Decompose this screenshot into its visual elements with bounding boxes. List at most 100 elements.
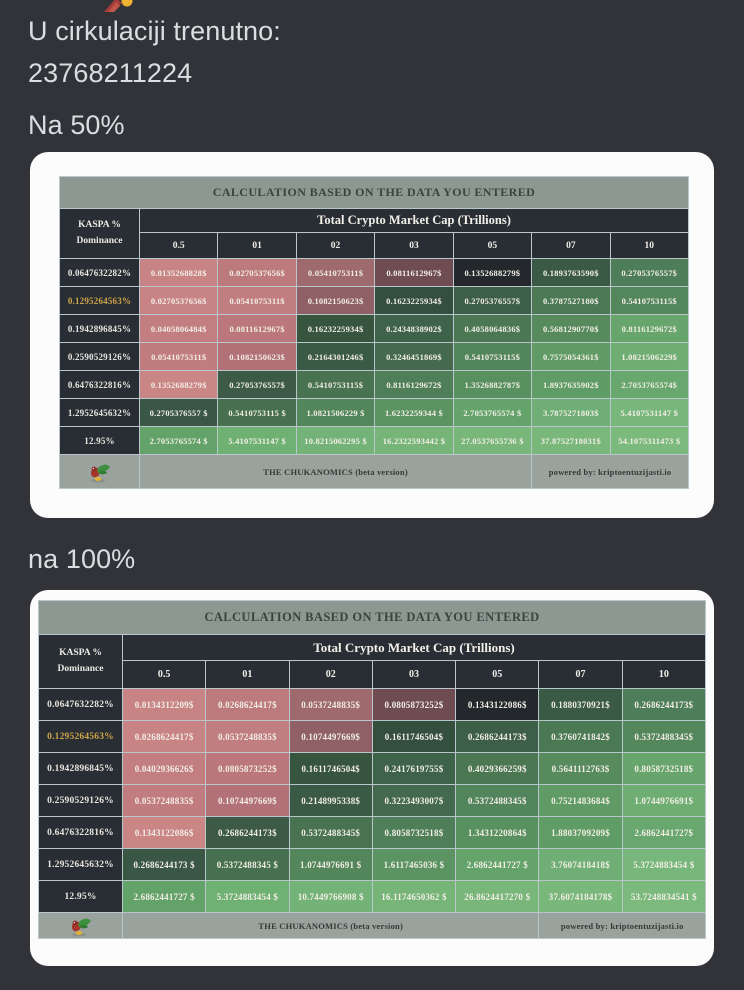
- column-header: 01: [217, 232, 297, 259]
- column-header: 0.5: [121, 660, 207, 689]
- column-header: 07: [538, 660, 623, 689]
- dominance-cell: 0.1295264563%: [59, 286, 140, 315]
- price-cell: 10.7449766908 $: [288, 880, 373, 913]
- price-cell: 26.8624417270 $: [455, 880, 540, 913]
- dominance-cell: 0.1295264563%: [38, 720, 123, 753]
- price-cell: 0.2686244173$: [621, 688, 707, 721]
- column-header: 05: [455, 660, 540, 689]
- price-cell: 0.5372488345$: [621, 720, 707, 753]
- price-cell: 0.0811612967$: [374, 258, 454, 287]
- price-cell: 16.2322593442 $: [374, 426, 454, 455]
- price-cell: 0.4058064836$: [452, 314, 533, 343]
- column-header: 02: [295, 232, 376, 259]
- price-cell: 0.8058732518$: [621, 752, 707, 785]
- table-row: 0.6476322816% 0.1352688279$ 0.2705376557$ 0…: [59, 370, 690, 399]
- dominance-cell: 1.2952645632%: [59, 398, 140, 427]
- price-cell: 2.7053765574 $: [138, 426, 219, 455]
- price-cell: 0.2705376557$: [609, 258, 690, 287]
- logo-cell: [59, 454, 140, 489]
- price-cell: 0.5410753115 $: [217, 398, 297, 427]
- column-header: 03: [374, 232, 454, 259]
- price-cell: 53.7248834541 $: [621, 880, 707, 913]
- price-cell: 0.0270537656$: [217, 258, 297, 287]
- price-cell: 0.1343122086$: [121, 816, 207, 849]
- price-cell: 0.0805873252$: [371, 688, 457, 721]
- price-cell: 1.8803709209$: [538, 816, 623, 849]
- column-header: 03: [371, 660, 457, 689]
- table-row: 0.0647632282% 0.0134312209$ 0.0268624417$ 0…: [38, 688, 707, 721]
- footer-powered-by: powered by: kriptoentuzijasti.io: [538, 912, 706, 939]
- price-cell: 0.1074497669$: [205, 784, 290, 817]
- dominance-cell: 0.2590529126%: [38, 784, 123, 817]
- price-cell: 1.0744976691$: [621, 784, 707, 817]
- price-cell: 0.0805873252$: [205, 752, 290, 785]
- dominance-cell: 12.95%: [38, 880, 123, 913]
- chukar-bird-logo: [71, 918, 91, 936]
- table-row: 1.2952645632% 0.2686244173 $0.5372488345 …: [38, 848, 707, 881]
- price-cell: 5.4107531147 $: [609, 398, 690, 427]
- attachment-image-table-100[interactable]: CALCULATION BASED ON THE DATA YOU ENTERE…: [30, 590, 714, 966]
- calculation-table-50: CALCULATION BASED ON THE DATA YOU ENTERE…: [59, 176, 690, 489]
- price-cell: 0.1352688279$: [138, 370, 219, 399]
- price-cell: 3.7607418418$: [538, 848, 623, 881]
- dominance-cell: 0.1942896845%: [38, 752, 123, 785]
- price-cell: 0.2686244173$: [205, 816, 290, 849]
- column-group-header: Total Crypto Market Cap (Trillions): [122, 634, 706, 661]
- row-group-header: KASPA % Dominance: [38, 634, 123, 689]
- price-cell: 0.7521483684$: [538, 784, 623, 817]
- attachment-image-table-50[interactable]: CALCULATION BASED ON THE DATA YOU ENTERE…: [30, 152, 714, 518]
- table-row: 12.95% 2.7053765574 $5.4107531147 $10.821…: [59, 426, 690, 455]
- price-cell: 0.1611746504$: [288, 752, 373, 785]
- table-row: 0.1295264563% 0.0268624417$ 0.0537248835$ 0…: [38, 720, 707, 753]
- price-cell: 1.8937635902$: [531, 370, 611, 399]
- price-cell: 0.0402936626$: [121, 752, 207, 785]
- table-row: 0.1295264563% 0.0270537656$ 0.0541075311$ 0…: [59, 286, 690, 315]
- table-row: 12.95% 2.6862441727 $5.3724883454 $10.744…: [38, 880, 707, 913]
- price-cell: 0.1880370921$: [538, 688, 623, 721]
- price-cell: 0.0541075311$: [138, 342, 219, 371]
- column-header: 05: [452, 232, 533, 259]
- column-header: 10: [621, 660, 707, 689]
- price-cell: 0.1893763590$: [531, 258, 611, 287]
- dominance-cell: 0.1942896845%: [59, 314, 140, 343]
- price-cell: 1.0744976691 $: [288, 848, 373, 881]
- price-cell: 37.8752718031$: [531, 426, 611, 455]
- price-cell: 0.4029366259$: [455, 752, 540, 785]
- column-header: 0.5: [138, 232, 219, 259]
- message-label-50-percent: Na 50%: [28, 110, 125, 140]
- message-label-100-percent: na 100%: [28, 544, 136, 574]
- price-cell: 0.0537248835$: [205, 720, 290, 753]
- price-cell: 0.0541075311$: [217, 286, 297, 315]
- price-cell: 0.5410753115$: [295, 370, 376, 399]
- footer-brand-text: THE CHUKANOMICS (beta version): [121, 912, 540, 939]
- table-row: 0.6476322816% 0.1343122086$ 0.2686244173$ 0…: [38, 816, 707, 849]
- price-cell: 0.2164301246$: [295, 342, 376, 371]
- dominance-cell: 0.6476322816%: [59, 370, 140, 399]
- price-cell: 1.0821506229 $: [295, 398, 376, 427]
- price-cell: 0.2686244173$: [455, 720, 540, 753]
- dominance-cell: 1.2952645632%: [38, 848, 123, 881]
- table-row: 0.1942896845% 0.0402936626$ 0.0805873252$ 0…: [38, 752, 707, 785]
- price-cell: 0.1623225934$: [295, 314, 376, 343]
- price-cell: 0.1074497669$: [288, 720, 373, 753]
- price-cell: 0.5372488345 $: [205, 848, 290, 881]
- price-cell: 27.0537655736 $: [452, 426, 533, 455]
- price-cell: 0.5372488345$: [288, 816, 373, 849]
- price-cell: 0.7575054361$: [531, 342, 611, 371]
- price-cell: 0.8116129672$: [609, 314, 690, 343]
- party-popper-emoji: [103, 0, 133, 17]
- price-cell: 0.3760741842$: [538, 720, 623, 753]
- price-cell: 0.1343122086$: [455, 688, 540, 721]
- price-cell: 1.3526882787$: [452, 370, 533, 399]
- price-cell: 0.5410753115$: [452, 342, 533, 371]
- column-header: 01: [205, 660, 290, 689]
- price-cell: 5.3724883454 $: [621, 848, 707, 881]
- price-cell: 0.8116129672$: [374, 370, 454, 399]
- price-cell: 0.2417619755$: [371, 752, 457, 785]
- price-cell: 0.2705376557 $: [138, 398, 219, 427]
- price-cell: 0.0268624417$: [205, 688, 290, 721]
- price-cell: 0.5641112763$: [538, 752, 623, 785]
- price-cell: 16.1174650362 $: [371, 880, 457, 913]
- price-cell: 0.0537248835$: [121, 784, 207, 817]
- table-title: CALCULATION BASED ON THE DATA YOU ENTERE…: [38, 600, 706, 635]
